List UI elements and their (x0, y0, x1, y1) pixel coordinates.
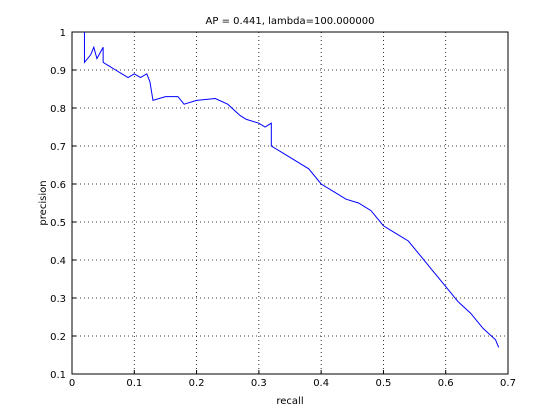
x-tick-label: 0 (69, 378, 75, 389)
pr-curve (83, 32, 500, 348)
x-tick-label: 0.3 (251, 378, 267, 389)
x-tick-label: 0.1 (126, 378, 142, 389)
y-tick-label: 0.3 (50, 294, 66, 305)
x-tick-label: 0.5 (375, 378, 391, 389)
x-tick-label: 0.7 (500, 378, 516, 389)
x-tick-label: 0.4 (313, 378, 329, 389)
chart-title: AP = 0.441, lambda=100.000000 (206, 16, 375, 27)
x-tick-label: 0.6 (438, 378, 454, 389)
y-tick-label: 0.1 (50, 370, 66, 381)
x-tick-label: 0.2 (189, 378, 205, 389)
y-tick-label: 0.5 (50, 218, 66, 229)
y-tick-label: 0.4 (50, 256, 66, 267)
y-tick-label: 0.8 (50, 104, 66, 115)
plot-frame (71, 31, 509, 375)
y-tick-label: 0.2 (50, 332, 66, 343)
y-tick-label: 1 (60, 28, 66, 39)
y-tick-label: 0.7 (50, 142, 66, 153)
x-axis-label: recall (276, 396, 303, 407)
y-tick-label: 0.9 (50, 66, 66, 77)
y-axis-label: precision (38, 180, 49, 225)
y-tick-label: 0.6 (50, 180, 66, 191)
